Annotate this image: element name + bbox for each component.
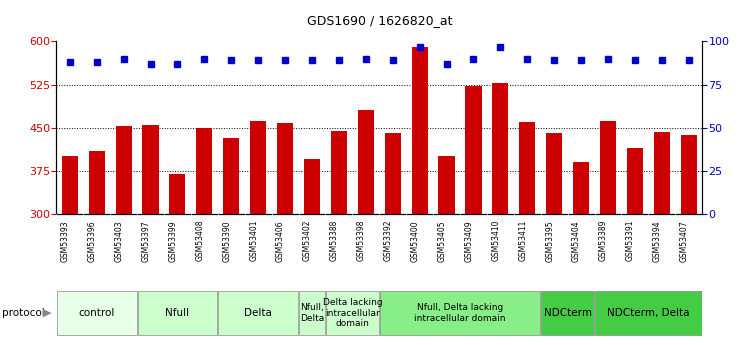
Text: GSM53405: GSM53405	[438, 220, 447, 262]
Bar	[62, 156, 78, 345]
Bar	[299, 291, 325, 335]
Text: GSM53393: GSM53393	[61, 220, 70, 262]
Text: GSM53395: GSM53395	[545, 220, 554, 262]
Text: GSM53388: GSM53388	[330, 220, 339, 262]
Bar	[170, 174, 185, 345]
Text: NDCterm: NDCterm	[544, 308, 592, 318]
Bar	[439, 156, 454, 345]
Text: GSM53411: GSM53411	[518, 220, 527, 262]
Text: control: control	[79, 308, 115, 318]
Text: GSM53390: GSM53390	[222, 220, 231, 262]
Bar	[519, 122, 535, 345]
Bar	[595, 291, 701, 335]
Bar	[196, 128, 213, 345]
Bar	[546, 134, 562, 345]
Text: Delta lacking
intracellular
domain: Delta lacking intracellular domain	[322, 298, 382, 328]
Text: GSM53407: GSM53407	[680, 220, 689, 262]
Bar	[357, 110, 374, 345]
Text: GSM53397: GSM53397	[141, 220, 150, 262]
Text: GSM53409: GSM53409	[464, 220, 473, 262]
Bar	[493, 83, 508, 345]
Bar	[412, 47, 428, 345]
Bar	[143, 125, 158, 345]
Bar	[277, 123, 293, 345]
Text: GSM53394: GSM53394	[653, 220, 662, 262]
Text: GSM53401: GSM53401	[249, 220, 258, 262]
Text: protocol: protocol	[2, 308, 44, 318]
Text: Nfull, Delta lacking
intracellular domain: Nfull, Delta lacking intracellular domai…	[415, 303, 505, 323]
Bar	[250, 121, 266, 345]
Text: GSM53389: GSM53389	[599, 220, 608, 262]
Text: GSM53404: GSM53404	[572, 220, 581, 262]
Bar	[116, 127, 131, 345]
Bar	[541, 291, 594, 335]
Bar	[385, 134, 401, 345]
Text: Delta: Delta	[244, 308, 272, 318]
Text: GSM53408: GSM53408	[195, 220, 204, 262]
Text: NDCterm, Delta: NDCterm, Delta	[607, 308, 689, 318]
Bar	[219, 291, 298, 335]
Bar	[573, 162, 589, 345]
Text: Nfull: Nfull	[165, 308, 189, 318]
Bar	[330, 130, 347, 345]
Text: ▶: ▶	[43, 308, 52, 318]
Bar	[466, 86, 481, 345]
Bar	[380, 291, 540, 335]
Bar	[57, 291, 137, 335]
Bar	[680, 135, 697, 345]
Text: GSM53391: GSM53391	[626, 220, 635, 262]
Text: GDS1690 / 1626820_at: GDS1690 / 1626820_at	[306, 14, 452, 27]
Text: GSM53403: GSM53403	[115, 220, 124, 262]
Bar	[223, 138, 240, 345]
Bar	[137, 291, 217, 335]
Text: GSM53396: GSM53396	[88, 220, 97, 262]
Bar	[326, 291, 379, 335]
Text: GSM53402: GSM53402	[303, 220, 312, 262]
Text: GSM53392: GSM53392	[384, 220, 393, 262]
Text: Nfull,
Delta: Nfull, Delta	[300, 303, 324, 323]
Bar	[600, 121, 616, 345]
Text: GSM53410: GSM53410	[491, 220, 500, 262]
Text: GSM53406: GSM53406	[276, 220, 285, 262]
Bar	[653, 132, 670, 345]
Text: GSM53399: GSM53399	[168, 220, 177, 262]
Bar	[304, 159, 320, 345]
Text: GSM53398: GSM53398	[357, 220, 366, 262]
Bar	[89, 151, 105, 345]
Text: GSM53400: GSM53400	[411, 220, 420, 262]
Bar	[627, 148, 643, 345]
